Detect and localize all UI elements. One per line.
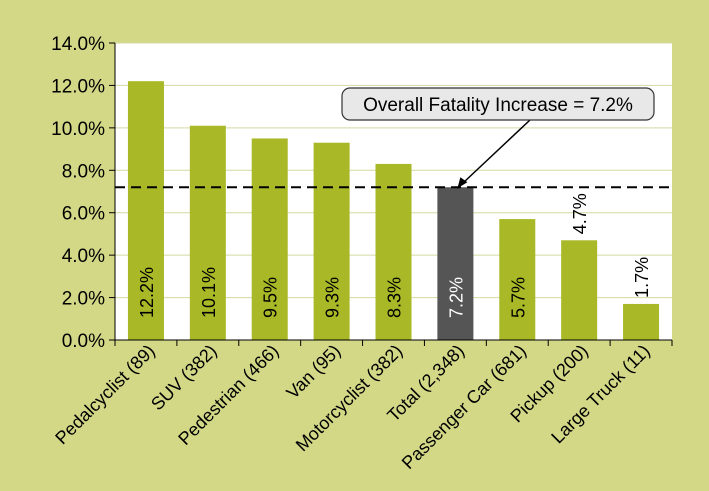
annotation-arrow-head xyxy=(457,177,468,189)
bars xyxy=(127,81,660,340)
data-label-3: 9.5% xyxy=(261,277,281,318)
bar-7 xyxy=(499,219,536,340)
annotation-text: Overall Fatality Increase = 7.2% xyxy=(363,95,633,116)
bar-4 xyxy=(313,142,350,340)
bar-9 xyxy=(623,303,660,340)
data-label-8: 4.7% xyxy=(570,193,590,234)
data-label-6: 7.2% xyxy=(446,277,466,318)
y-tick-label-2: 4.0% xyxy=(62,246,105,267)
bar-6 xyxy=(437,187,474,340)
bar-8 xyxy=(561,240,598,340)
data-label-5: 8.3% xyxy=(385,277,405,318)
bar-5 xyxy=(375,163,412,340)
annotation-box xyxy=(341,87,655,121)
bar-2 xyxy=(189,125,226,340)
annotation-layer: Overall Fatality Increase = 7.2% xyxy=(341,87,655,189)
bar-3 xyxy=(251,138,288,340)
y-tick-label-1: 2.0% xyxy=(62,289,105,310)
y-tick-label-6: 12.0% xyxy=(51,76,105,97)
data-label-9: 1.7% xyxy=(632,257,652,298)
annotation-arrow-line xyxy=(456,119,531,189)
y-tick-label-3: 6.0% xyxy=(62,204,105,225)
y-tick-label-7: 14.0% xyxy=(51,34,105,55)
data-label-4: 9.3% xyxy=(323,277,343,318)
data-label-2: 10.1% xyxy=(199,267,219,318)
axes xyxy=(109,42,673,346)
data-label-7: 5.7% xyxy=(508,277,528,318)
data-label-1: 12.2% xyxy=(137,267,157,318)
y-tick-label-4: 8.0% xyxy=(62,161,105,182)
bar-1 xyxy=(127,81,164,340)
y-tick-label-5: 10.0% xyxy=(51,119,105,140)
y-tick-label-0: 0.0% xyxy=(62,331,105,352)
